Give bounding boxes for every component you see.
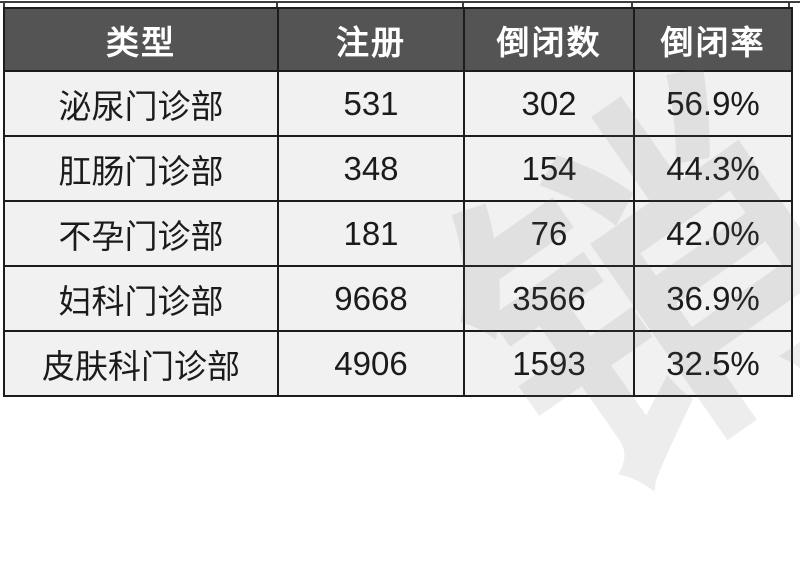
cell-type: 肛肠门诊部 [3,135,279,202]
crop-artifact-stub [631,1,633,7]
header-cell-closed: 倒闭数 [463,7,635,72]
crop-artifact-stub [788,1,790,7]
clinic-closure-table: 类型 注册 倒闭数 倒闭率 泌尿门诊部 531 302 56.9% 肛肠门诊部 … [3,7,793,397]
table-row: 肛肠门诊部 348 154 44.3% [3,135,793,202]
cell-type: 泌尿门诊部 [3,70,279,137]
cell-rate: 44.3% [633,135,793,202]
cell-type: 妇科门诊部 [3,265,279,332]
cell-type: 不孕门诊部 [3,200,279,267]
cell-closed: 3566 [463,265,635,332]
table-row: 不孕门诊部 181 76 42.0% [3,200,793,267]
cell-rate: 42.0% [633,200,793,267]
crop-artifact-top-line [0,1,800,3]
cell-closed: 1593 [463,330,635,397]
header-cell-rate: 倒闭率 [633,7,793,72]
cell-registered: 531 [277,70,465,137]
cell-closed: 154 [463,135,635,202]
crop-artifact-stub [462,1,464,7]
cell-rate: 56.9% [633,70,793,137]
cell-rate: 36.9% [633,265,793,332]
table-row: 皮肤科门诊部 4906 1593 32.5% [3,330,793,397]
table-header-row: 类型 注册 倒闭数 倒闭率 [3,7,793,72]
cell-registered: 9668 [277,265,465,332]
cell-closed: 302 [463,70,635,137]
table-row: 妇科门诊部 9668 3566 36.9% [3,265,793,332]
cell-rate: 32.5% [633,330,793,397]
header-cell-registered: 注册 [277,7,465,72]
cell-closed: 76 [463,200,635,267]
crop-artifact-stub [3,1,5,7]
table-row: 泌尿门诊部 531 302 56.9% [3,70,793,137]
cell-type: 皮肤科门诊部 [3,330,279,397]
cell-registered: 181 [277,200,465,267]
header-cell-type: 类型 [3,7,279,72]
cell-registered: 348 [277,135,465,202]
cell-registered: 4906 [277,330,465,397]
crop-artifact-stub [276,1,278,7]
